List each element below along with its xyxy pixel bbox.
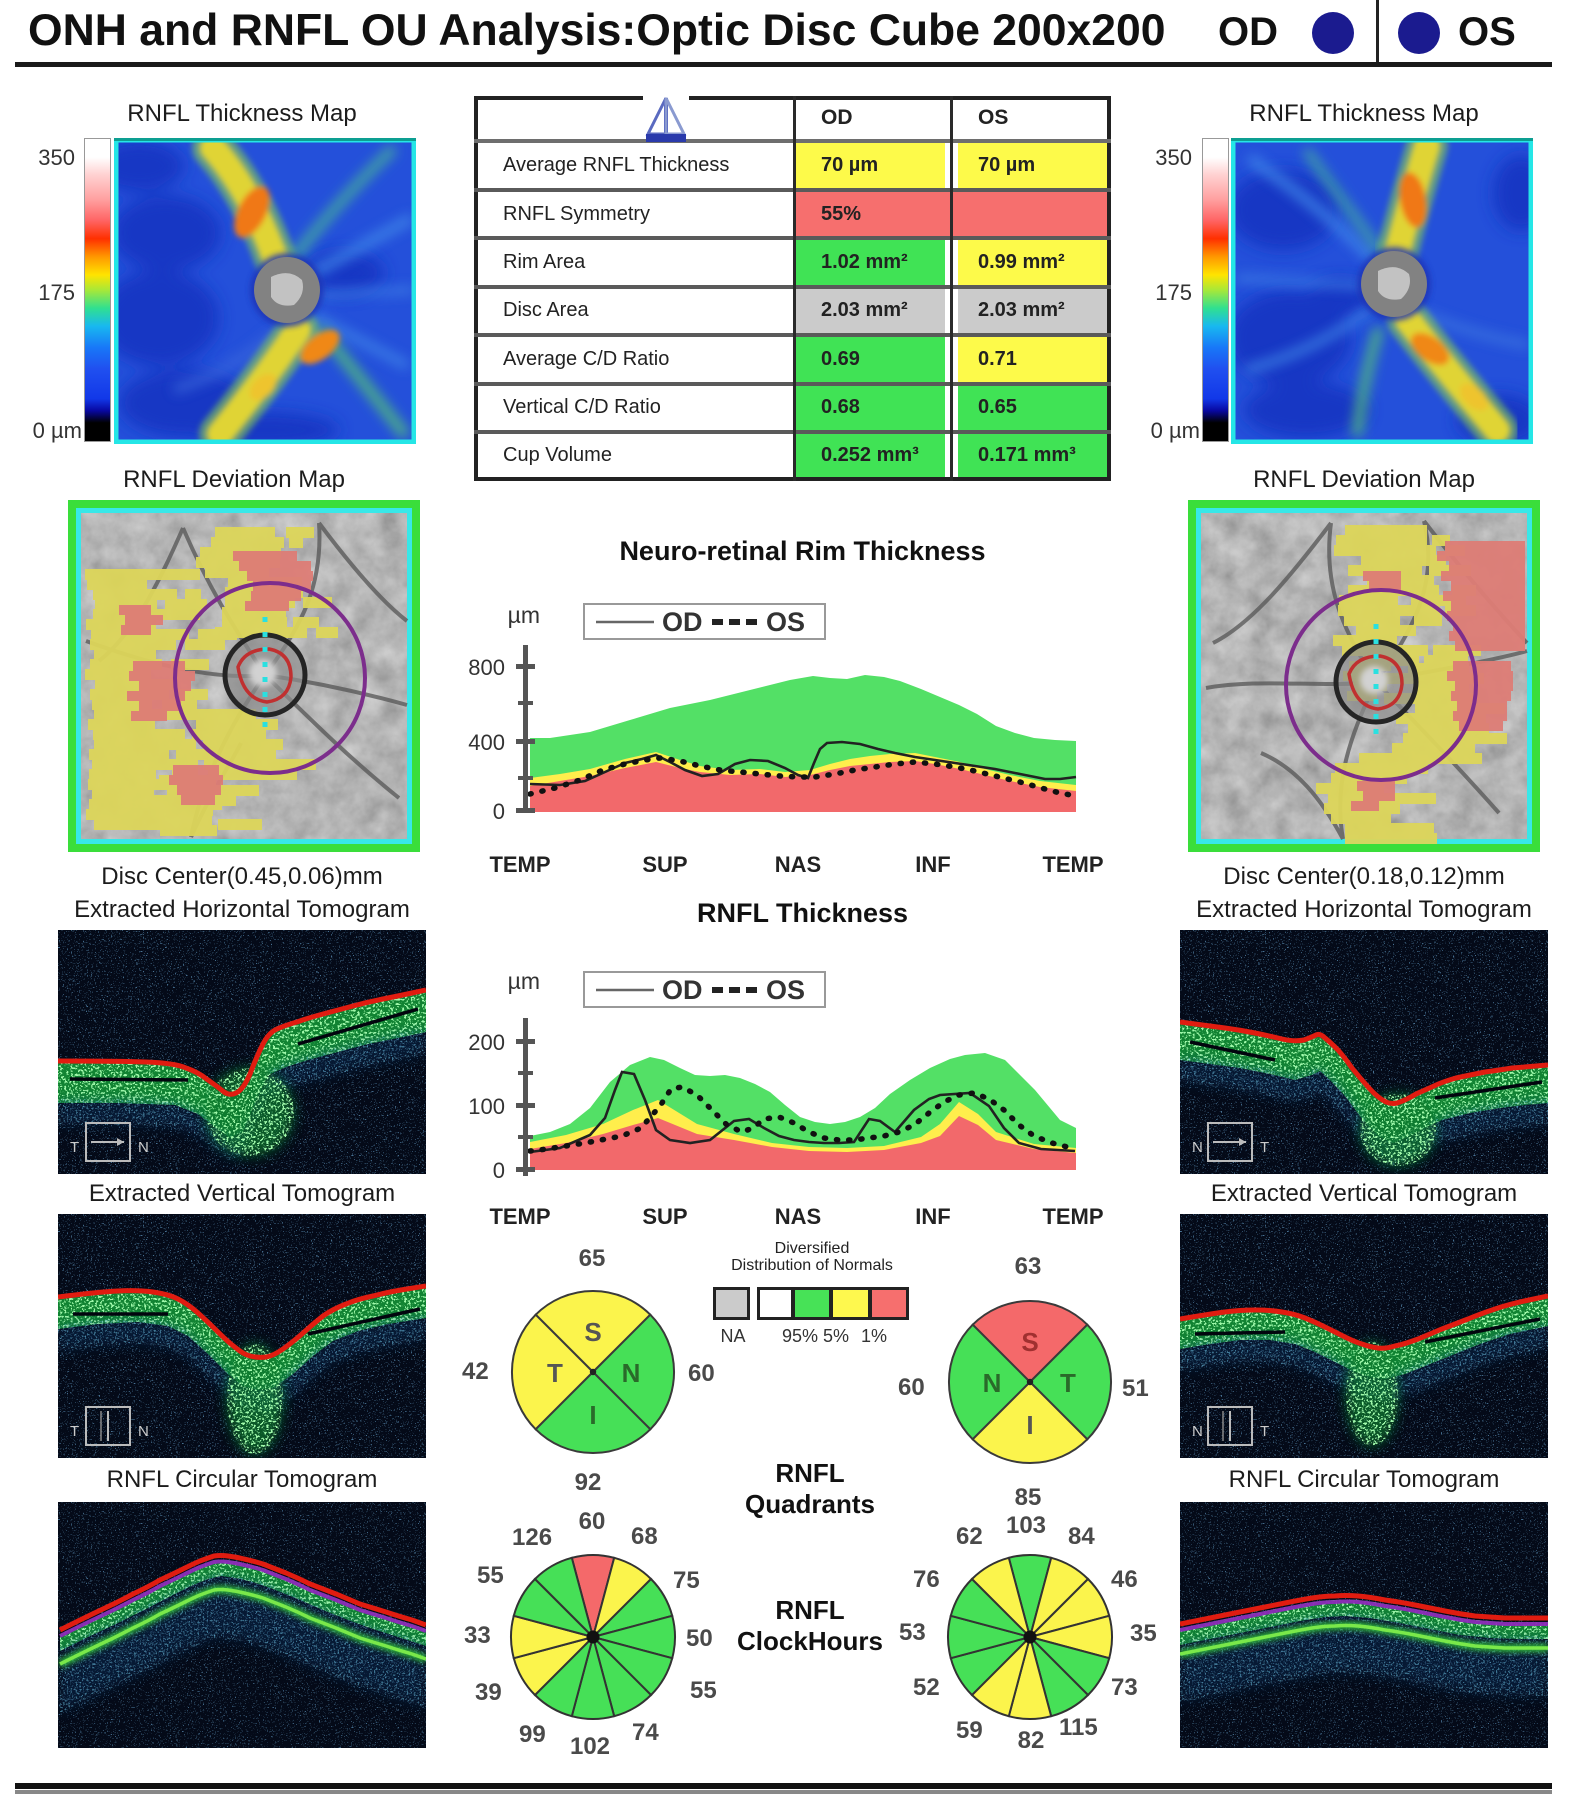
svg-text:T: T — [547, 1358, 563, 1388]
svg-text:N: N — [138, 1423, 149, 1440]
svg-text:OD: OD — [662, 975, 703, 1005]
svg-text:T: T — [70, 1139, 79, 1156]
svg-text:N: N — [1192, 1423, 1203, 1440]
svg-text:N: N — [138, 1139, 149, 1156]
svg-text:I: I — [1026, 1410, 1033, 1440]
svg-text:N: N — [983, 1368, 1002, 1398]
svg-text:T: T — [70, 1423, 79, 1440]
svg-text:I: I — [589, 1400, 596, 1430]
svg-text:OD: OD — [662, 607, 703, 637]
svg-text:S: S — [1021, 1327, 1038, 1357]
svg-text:T: T — [1060, 1368, 1076, 1398]
svg-text:T: T — [1260, 1423, 1269, 1440]
svg-text:OS: OS — [766, 975, 805, 1005]
svg-text:T: T — [1260, 1139, 1269, 1156]
svg-text:OS: OS — [766, 607, 805, 637]
svg-text:N: N — [622, 1358, 641, 1388]
svg-text:N: N — [1192, 1139, 1203, 1156]
svg-text:S: S — [584, 1317, 601, 1347]
